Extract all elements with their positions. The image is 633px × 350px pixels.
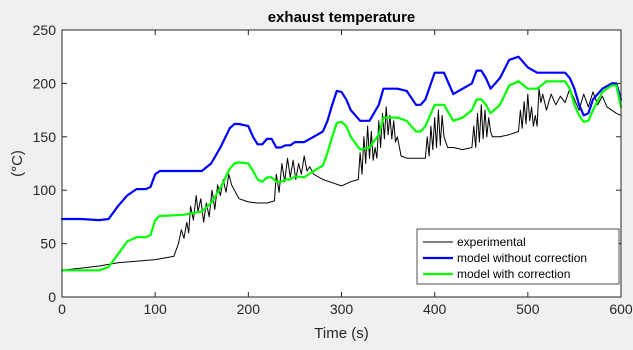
y-tick-label-5: 250 bbox=[33, 22, 57, 38]
y-tick-label-4: 200 bbox=[33, 75, 57, 91]
series-line-1 bbox=[60, 55, 623, 222]
legend-label-1: model without correction bbox=[457, 251, 587, 265]
x-tick-label-3: 300 bbox=[330, 301, 354, 317]
series-line-2 bbox=[60, 80, 623, 272]
x-tick-label-6: 600 bbox=[609, 301, 633, 317]
x-axis-label: Time (s) bbox=[314, 325, 368, 342]
x-tick-label-5: 500 bbox=[516, 301, 540, 317]
y-axis-label: (°C) bbox=[9, 150, 26, 177]
y-tick-label-1: 50 bbox=[40, 236, 56, 252]
x-tick-label-1: 100 bbox=[143, 301, 167, 317]
y-tick-label-2: 100 bbox=[33, 182, 57, 198]
x-tick-label-0: 0 bbox=[58, 301, 66, 317]
series-layer bbox=[60, 55, 623, 272]
chart-title: exhaust temperature bbox=[268, 9, 416, 26]
legend: experimental model without correction mode… bbox=[416, 228, 620, 285]
legend-items: experimental model without correction mode… bbox=[423, 235, 587, 281]
y-tick-label-3: 150 bbox=[33, 129, 57, 145]
legend-label-2: model with correction bbox=[457, 267, 570, 281]
x-tick-label-2: 200 bbox=[237, 301, 261, 317]
x-tick-label-4: 400 bbox=[423, 301, 447, 317]
ticks-layer: 0 100 200 300 400 500 600 0 50 100 150 200 250 bbox=[33, 22, 633, 317]
legend-label-0: experimental bbox=[457, 235, 526, 249]
y-tick-label-0: 0 bbox=[48, 289, 56, 305]
